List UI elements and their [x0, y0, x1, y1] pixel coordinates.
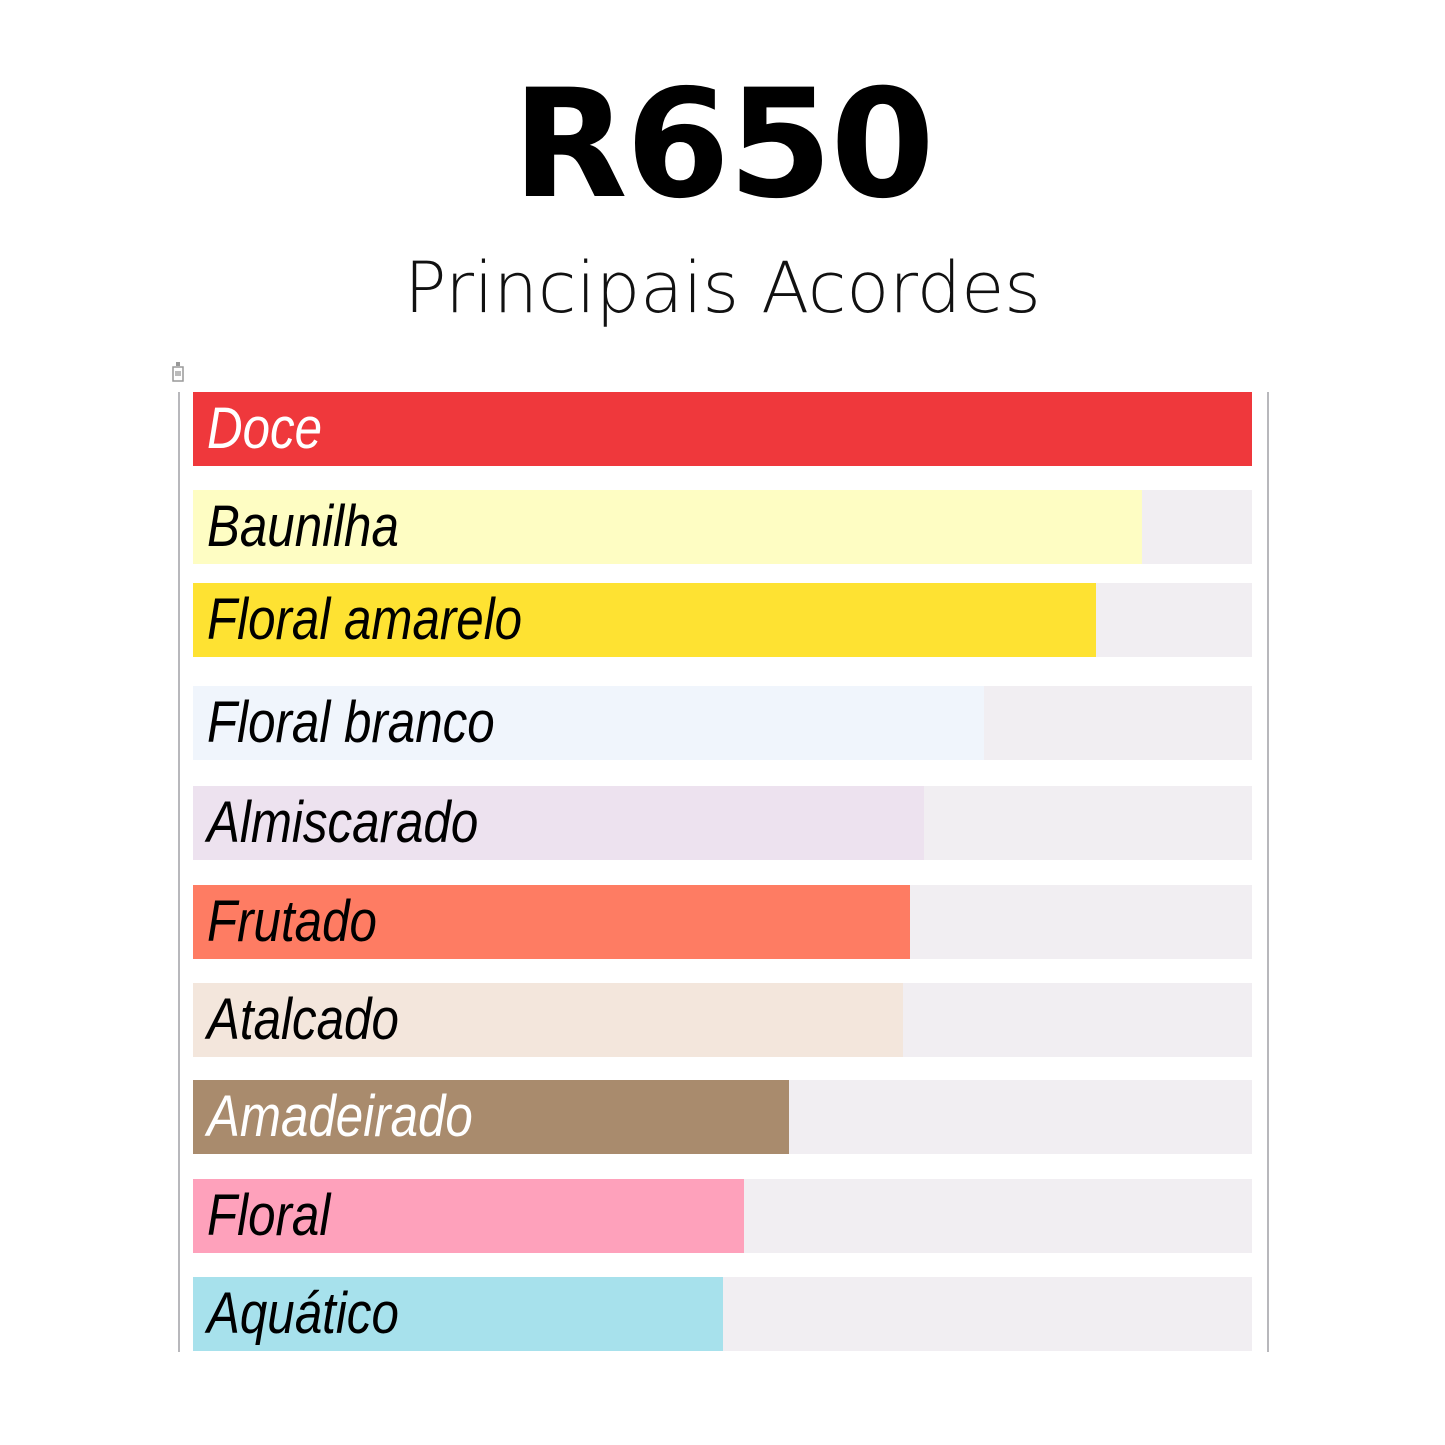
bar-label: Floral [207, 1183, 331, 1248]
bar-track: Amadeirado [193, 1080, 1252, 1154]
bar [193, 1277, 723, 1351]
bar-track: Atalcado [193, 983, 1252, 1057]
bar-track: Floral amarelo [193, 583, 1252, 657]
bar-label: Baunilha [207, 494, 399, 559]
bar-track: Floral branco [193, 686, 1252, 760]
bar [193, 392, 1252, 466]
bar [193, 786, 924, 860]
axis-line-left [178, 392, 180, 1352]
bar-label: Amadeirado [207, 1084, 473, 1149]
bar-track: Baunilha [193, 490, 1252, 564]
chart-subtitle: Principais Acordes [404, 247, 1041, 329]
bar-track: Aquático [193, 1277, 1252, 1351]
bar-label: Almiscarado [207, 790, 479, 855]
bar [193, 983, 903, 1057]
bar-label: Atalcado [207, 987, 399, 1052]
bar-label: Aquático [207, 1281, 399, 1346]
bar [193, 686, 985, 760]
bar [193, 583, 1097, 657]
bar-track: Floral [193, 1179, 1252, 1253]
bar [193, 1080, 790, 1154]
bar-track: Doce [193, 392, 1252, 466]
bar-label: Frutado [207, 889, 377, 954]
bar-track: Almiscarado [193, 786, 1252, 860]
bar-label: Doce [207, 396, 323, 461]
bar [193, 885, 910, 959]
axis-line-right [1267, 392, 1269, 1352]
perfume-bottle-icon [172, 362, 184, 382]
bar-track: Frutado [193, 885, 1252, 959]
bar [193, 1179, 744, 1253]
bar-label: Floral amarelo [207, 587, 523, 652]
bar [193, 490, 1142, 564]
chart-title: R650 [512, 58, 935, 232]
bar-label: Floral branco [207, 690, 495, 755]
